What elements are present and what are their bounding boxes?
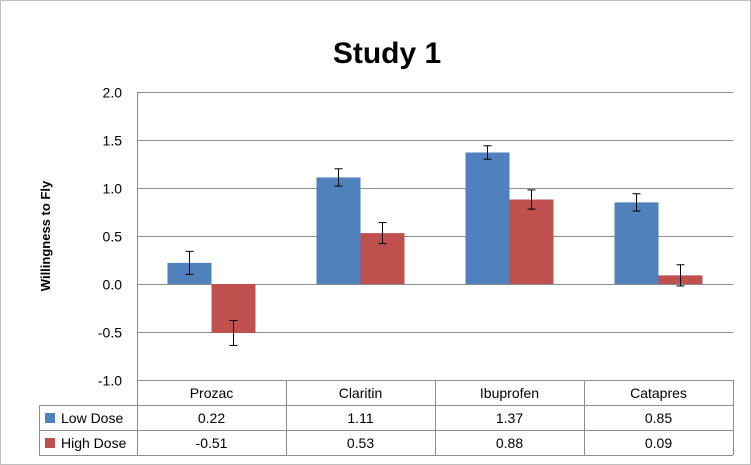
data-table-value: 1.37 (496, 410, 523, 426)
x-category-label: Ibuprofen (480, 385, 539, 401)
legend-swatch (45, 413, 55, 423)
legend-swatch (45, 438, 55, 448)
data-table-value: 0.88 (496, 435, 523, 451)
y-tick-label: 1.0 (103, 181, 123, 197)
data-table-value: -0.51 (196, 435, 228, 451)
y-tick-label: 1.5 (103, 133, 123, 149)
bar-low-dose-claritin (316, 177, 361, 284)
bar-high-dose-ibuprofen (509, 199, 554, 284)
x-category-label: Claritin (339, 385, 383, 401)
y-tick-label: -1.0 (98, 373, 122, 389)
bars (167, 145, 703, 346)
bar-low-dose-ibuprofen (465, 152, 510, 284)
bar-low-dose-catapres (614, 202, 659, 284)
y-tick-label: 2.0 (103, 85, 123, 101)
legend-series-name: High Dose (61, 435, 127, 451)
x-category-label: Catapres (630, 385, 687, 401)
data-table-value: 0.22 (198, 410, 225, 426)
y-axis-label: Willingness to Fly (38, 180, 53, 291)
chart-title: Study 1 (333, 37, 441, 70)
y-tick-label: 0.5 (103, 229, 123, 245)
data-table-value: 0.09 (645, 435, 672, 451)
y-axis-ticks: 2.0 1.5 1.0 0.5 0.0 -0.5 -1.0 (98, 85, 122, 389)
data-table: Prozac Claritin Ibuprofen Catapres Low Dose 0… (39, 380, 734, 456)
x-category-label: Prozac (190, 385, 234, 401)
legend-series-name: Low Dose (61, 410, 123, 426)
y-tick-label: -0.5 (98, 325, 122, 341)
data-table-value: 0.53 (347, 435, 374, 451)
y-tick-label: 0.0 (103, 277, 123, 293)
data-table-value: 0.85 (645, 410, 672, 426)
data-table-value: 1.11 (347, 410, 373, 426)
